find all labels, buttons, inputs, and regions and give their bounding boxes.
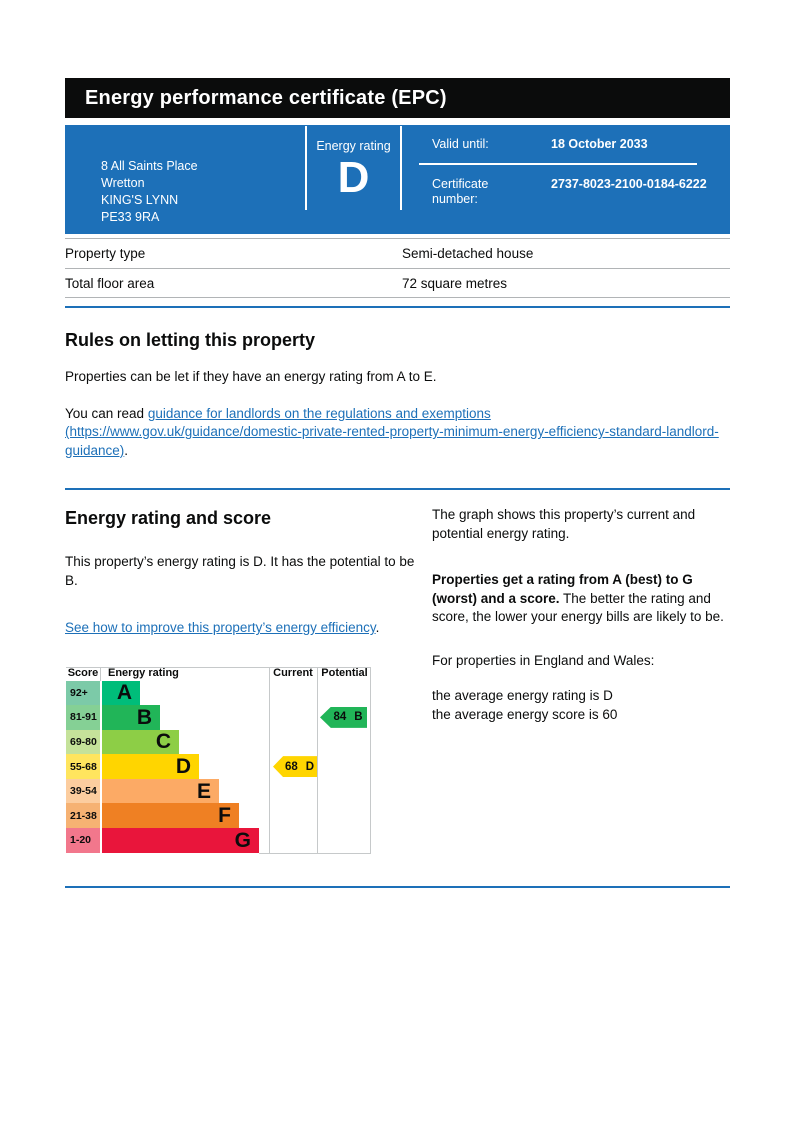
guidance-text-prefix: You can read — [65, 405, 148, 421]
improve-paragraph: See how to improve this property’s energ… — [65, 619, 417, 638]
band-bar-d: D — [102, 754, 199, 779]
score-range-a: 92+ — [66, 680, 100, 706]
current-rating-arrow: 68 D — [273, 756, 317, 778]
chart-grid-line — [100, 666, 101, 681]
band-row-f: 21-38 F — [66, 803, 372, 829]
landlord-guidance-link[interactable]: guidance for landlords on the regulation… — [65, 405, 719, 458]
summary-divider — [305, 126, 307, 210]
improve-efficiency-link[interactable]: See how to improve this property’s energ… — [65, 620, 376, 635]
band-row-g: 1-20 G — [66, 828, 372, 853]
rules-guidance-paragraph: You can read guidance for landlords on t… — [65, 405, 730, 461]
chart-band-rows: 92+ A 81-91 B 69-80 C 55-68 D 39-54 E 21-38 F 1-20 G — [66, 680, 372, 853]
chart-header-row: Score Energy rating Current Potential — [66, 667, 372, 681]
rules-paragraph: Properties can be let if they have an en… — [65, 369, 437, 384]
score-range-f: 21-38 — [66, 803, 100, 829]
epc-chart: Score Energy rating Current Potential 92… — [66, 666, 372, 854]
current-letter: D — [305, 760, 315, 773]
section-divider — [65, 306, 730, 308]
score-range-g: 1-20 — [66, 828, 100, 853]
averages-block: the average energy rating is D the averag… — [432, 687, 730, 724]
rating-explanation-bold: Properties get a rating from A (best) to… — [432, 572, 693, 606]
improve-suffix: . — [375, 620, 380, 635]
certificate-number-value: 2737-8023-2100-0184-6222 — [551, 177, 707, 191]
document-title-bar: Energy performance certificate (EPC) — [65, 78, 730, 118]
section-divider — [65, 488, 730, 490]
band-row-d: 55-68 D — [66, 754, 372, 779]
band-bar-a: A — [102, 680, 140, 706]
rules-section: Rules on letting this property Propertie… — [65, 330, 730, 460]
certificate-summary: 8 All Saints Place Wretton KING'S LYNN P… — [65, 125, 730, 234]
certificate-page: Energy performance certificate (EPC) 8 A… — [65, 78, 730, 888]
chart-grid-line — [259, 852, 371, 854]
band-bar-e: E — [102, 778, 219, 804]
table-row: Property type Semi-detached house — [65, 238, 730, 268]
validity-divider — [419, 163, 697, 165]
certificate-validity-panel: Valid until: 18 October 2033 Certificate… — [402, 125, 730, 234]
band-bar-c: C — [102, 729, 179, 755]
chart-grid-line — [269, 666, 270, 853]
floor-area-value: 72 square metres — [402, 275, 508, 291]
page-title: Energy performance certificate (EPC) — [85, 86, 447, 109]
score-column-header: Score — [67, 666, 99, 679]
address-line: KING'S LYNN — [101, 193, 179, 207]
energy-rating-letter: D — [337, 153, 370, 202]
valid-until-value: 18 October 2033 — [551, 137, 648, 151]
valid-until-row: Valid until: 18 October 2033 — [402, 137, 730, 152]
score-range-c: 69-80 — [66, 729, 100, 755]
chart-grid-line — [370, 666, 371, 853]
current-column-header: Current — [273, 666, 313, 679]
energy-rating-panel: Energy rating D — [307, 125, 400, 234]
rating-explanation: Properties get a rating from A (best) to… — [432, 571, 730, 627]
rating-intro: This property’s energy rating is D. It h… — [65, 554, 415, 588]
property-address: 8 All Saints Place Wretton KING'S LYNN P… — [65, 125, 305, 234]
section-divider — [65, 885, 730, 888]
score-range-e: 39-54 — [66, 778, 100, 804]
average-score-line: the average energy score is 60 — [432, 706, 618, 722]
energy-rating-section: Energy rating and score This property’s … — [65, 506, 730, 854]
england-wales-intro: For properties in England and Wales: — [432, 652, 655, 668]
score-range-b: 81-91 — [66, 705, 100, 730]
table-row: Total floor area 72 square metres — [65, 268, 730, 298]
band-row-c: 69-80 C — [66, 729, 372, 755]
rating-explanation-rest: The better the rating and score, the low… — [432, 590, 724, 625]
chart-grid-line — [317, 666, 318, 853]
band-bar-f: F — [102, 803, 239, 829]
current-score: 68 — [284, 760, 298, 773]
property-type-value: Semi-detached house — [402, 246, 534, 261]
chart-grid-line — [66, 666, 371, 668]
property-facts-table: Property type Semi-detached house Total … — [65, 238, 730, 298]
guidance-text-suffix: . — [124, 442, 129, 458]
floor-area-label: Total floor area — [65, 275, 155, 291]
rating-right-column: The graph shows this property’s current … — [432, 506, 730, 854]
band-row-e: 39-54 E — [66, 778, 372, 804]
certificate-number-label: Certificate number: — [432, 177, 489, 206]
score-range-d: 55-68 — [66, 754, 100, 779]
potential-column-header: Potential — [321, 666, 368, 679]
rating-column-header: Energy rating — [108, 666, 179, 679]
energy-rating-label: Energy rating — [316, 139, 391, 153]
rating-heading: Energy rating and score — [65, 508, 272, 528]
band-row-a: 92+ A — [66, 680, 372, 706]
average-rating-line: the average energy rating is D — [432, 688, 613, 703]
valid-until-label: Valid until: — [432, 137, 489, 151]
band-row-b: 81-91 B — [66, 705, 372, 730]
potential-letter: B — [354, 711, 363, 724]
potential-score: 84 — [333, 711, 347, 724]
property-type-label: Property type — [65, 246, 146, 261]
band-bar-b: B — [102, 705, 160, 730]
potential-rating-arrow: 84 B — [320, 706, 367, 728]
summary-divider — [400, 126, 402, 210]
rating-left-column: Energy rating and score This property’s … — [65, 506, 417, 854]
certificate-number-row: Certificate number: 2737-8023-2100-0184-… — [402, 177, 730, 207]
band-bar-g: G — [102, 828, 259, 853]
address-line: Wretton — [101, 176, 145, 190]
rules-heading: Rules on letting this property — [65, 330, 316, 350]
address-line: 8 All Saints Place — [101, 159, 198, 173]
address-line: PE33 9RA — [101, 210, 160, 224]
graph-explanation: The graph shows this property’s current … — [432, 507, 696, 541]
